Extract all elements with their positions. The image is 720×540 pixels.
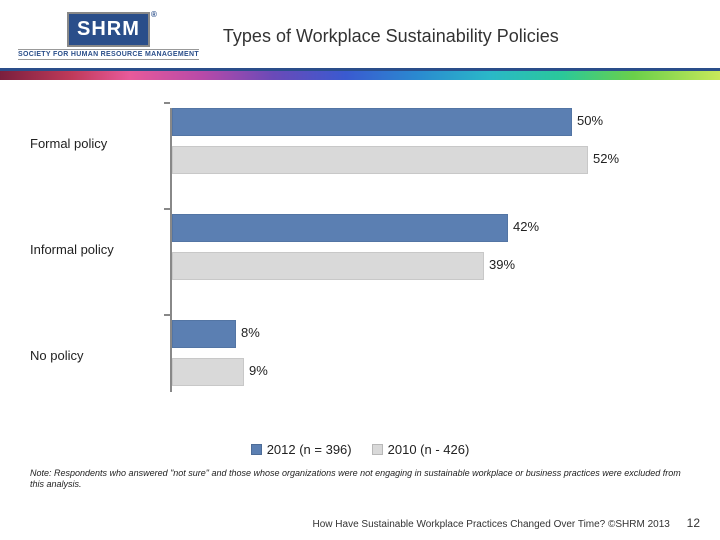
bar-value-label: 9% [249, 363, 268, 378]
bar-value-label: 52% [593, 151, 619, 166]
slide-header: SHRM ® SOCIETY FOR HUMAN RESOURCE MANAGE… [0, 0, 720, 60]
registered-icon: ® [151, 10, 158, 19]
bar-row: 9% [172, 358, 244, 386]
bar-value-label: 8% [241, 325, 260, 340]
page-number: 12 [687, 516, 700, 530]
bar-row: 50% [172, 108, 572, 136]
bar-row: 8% [172, 320, 236, 348]
bar-value-label: 39% [489, 257, 515, 272]
category-label: No policy [30, 348, 160, 363]
bar-value-label: 50% [577, 113, 603, 128]
logo-mark: SHRM ® [67, 12, 150, 47]
shrm-logo: SHRM ® SOCIETY FOR HUMAN RESOURCE MANAGE… [18, 12, 199, 60]
page-title: Types of Workplace Sustainability Polici… [223, 26, 559, 47]
bar-chart: Formal policy 50% 52% Informal policy 42% 39%… [30, 108, 690, 438]
brand-gradient-bar [0, 68, 720, 80]
bar: 42% [172, 214, 508, 242]
category-label: Informal policy [30, 242, 160, 257]
bar-row: 39% [172, 252, 484, 280]
bar: 39% [172, 252, 484, 280]
footnote: Note: Respondents who answered "not sure… [30, 468, 690, 491]
bar: 9% [172, 358, 244, 386]
bar: 50% [172, 108, 572, 136]
legend-item: 2010 (n - 426) [372, 442, 470, 457]
slide-footer: How Have Sustainable Workplace Practices… [313, 516, 700, 530]
logo-text: SHRM [77, 18, 140, 40]
bar-value-label: 42% [513, 219, 539, 234]
chart-legend: 2012 (n = 396) 2010 (n - 426) [0, 442, 720, 458]
bar: 8% [172, 320, 236, 348]
category-label: Formal policy [30, 136, 160, 151]
bar: 52% [172, 146, 588, 174]
bar-row: 42% [172, 214, 508, 242]
legend-swatch-icon [251, 444, 262, 455]
legend-label: 2012 (n = 396) [267, 442, 352, 457]
footer-text: How Have Sustainable Workplace Practices… [313, 519, 670, 530]
legend-label: 2010 (n - 426) [388, 442, 470, 457]
legend-swatch-icon [372, 444, 383, 455]
legend-item: 2012 (n = 396) [251, 442, 352, 457]
bar-row: 52% [172, 146, 588, 174]
logo-subtext: SOCIETY FOR HUMAN RESOURCE MANAGEMENT [18, 49, 199, 60]
